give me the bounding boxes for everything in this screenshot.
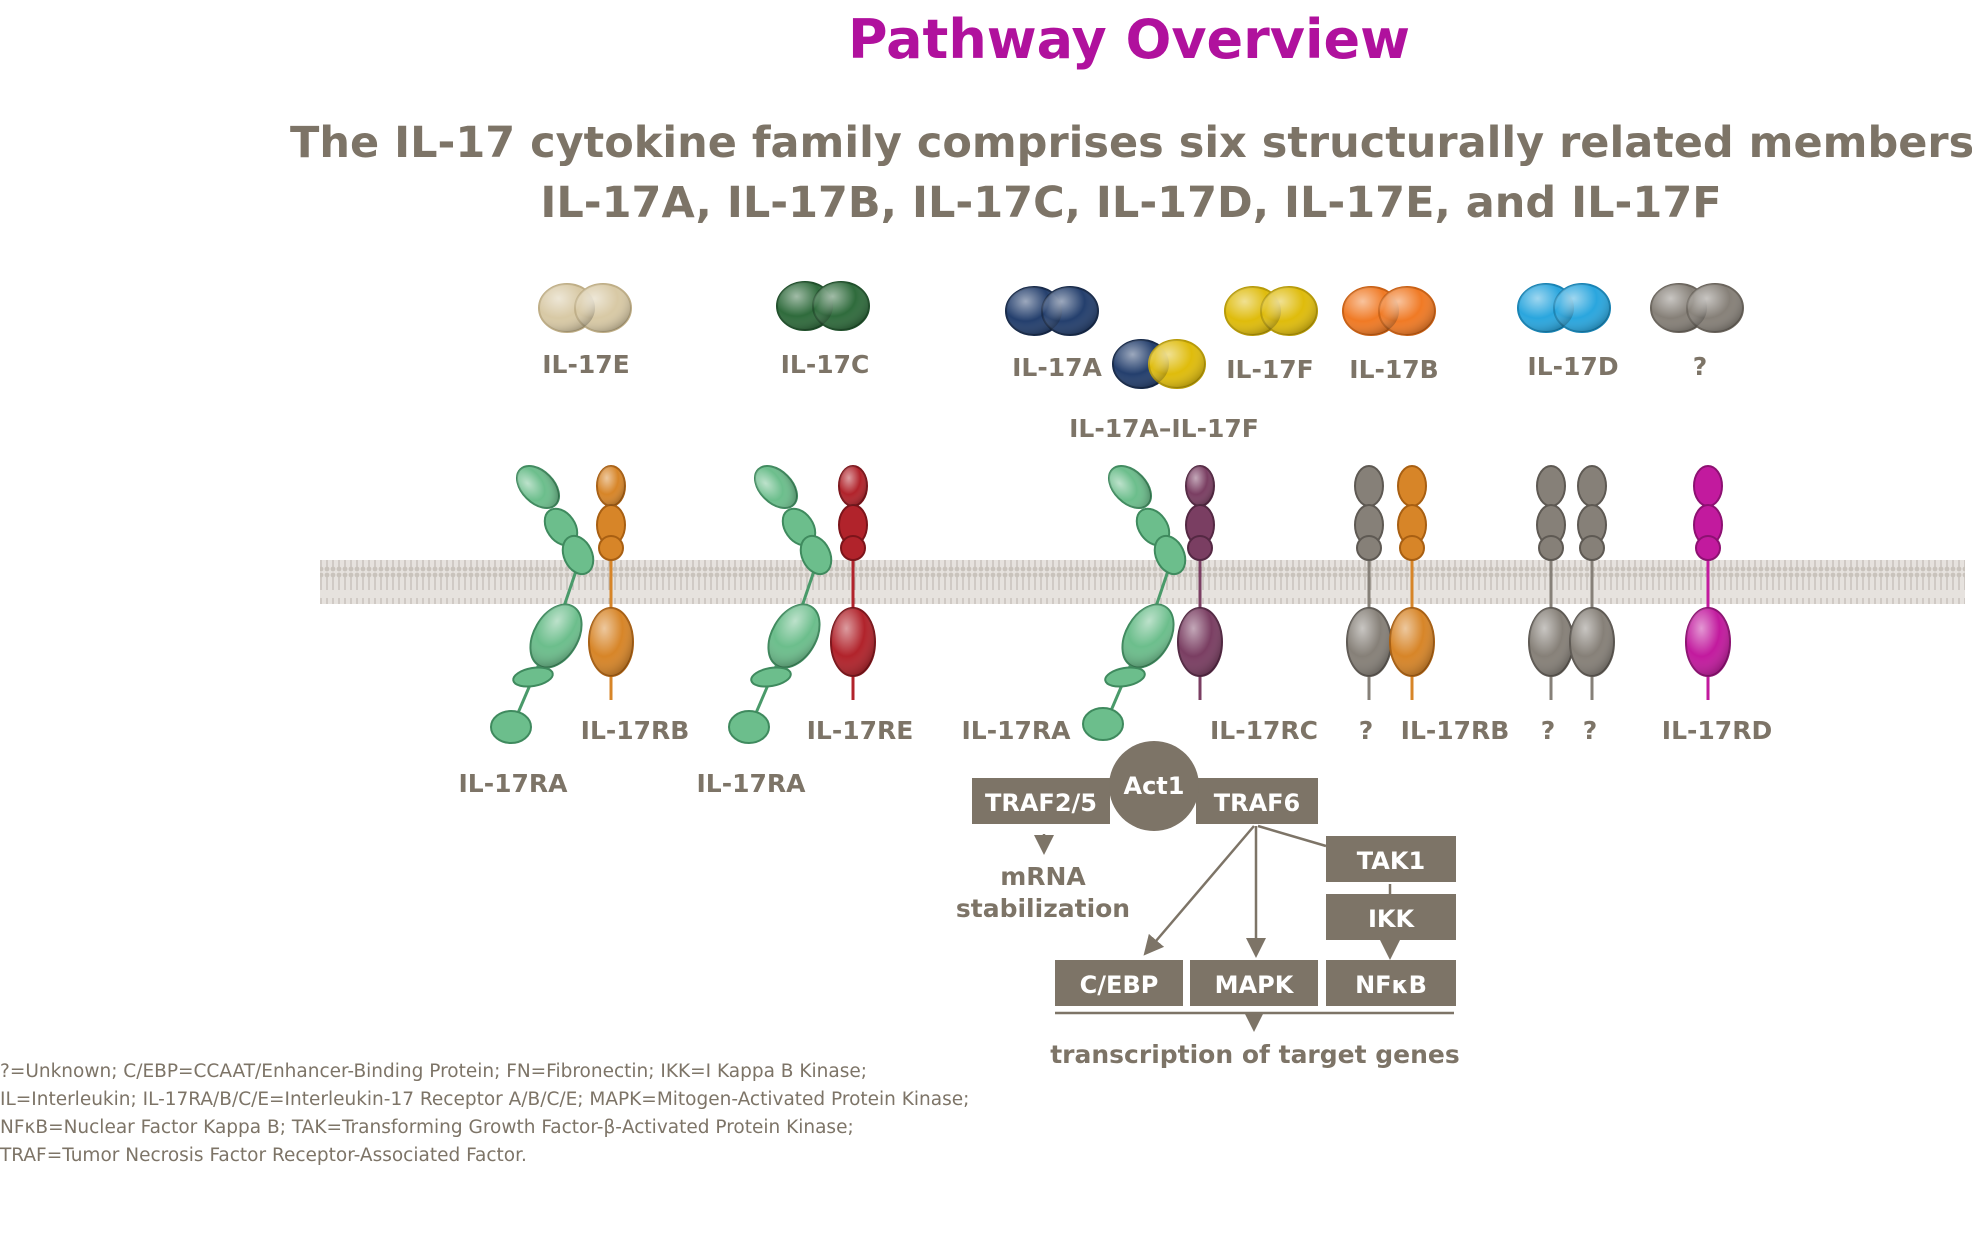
ligand-label: IL-17A–IL-17F	[1069, 414, 1259, 443]
ligand-il17c	[776, 281, 870, 331]
receptor-label: IL-17RA	[697, 769, 807, 798]
receptor-label: ?	[1583, 716, 1598, 745]
receptor-label: IL-17RC	[1210, 716, 1318, 745]
subtitle-line-1: The IL-17 cytokine family comprises six …	[290, 118, 1972, 168]
receptor-label: ?	[1359, 716, 1374, 745]
page-title: Pathway Overview	[847, 8, 1411, 71]
traf6-label: TRAF6	[1214, 789, 1301, 817]
receptor-label: IL-17RA	[459, 769, 569, 798]
footnote-line: IL=Interleukin; IL-17RA/B/C/E=Interleuki…	[0, 1089, 970, 1110]
cebp-label: C/EBP	[1080, 971, 1159, 999]
ligand-il17a	[1005, 286, 1099, 336]
receptor-il17re	[830, 465, 876, 700]
nfkb-label: NFκB	[1355, 971, 1427, 999]
tak1-box	[1326, 836, 1456, 882]
ligand-label: IL-17C	[781, 350, 870, 379]
ligand-il17e	[538, 283, 632, 333]
ligand-label: IL-17F	[1226, 355, 1313, 384]
footnote-line: NFκB=Nuclear Factor Kappa B; TAK=Transfo…	[0, 1117, 854, 1138]
receptor-label: IL-17RB	[1401, 716, 1510, 745]
footnote-line: ?=Unknown; C/EBP=CCAAT/Enhancer-Binding …	[0, 1061, 867, 1082]
receptor-il17rc	[1177, 465, 1223, 700]
receptor-il17ra	[1082, 465, 1187, 741]
receptor-label: ?	[1541, 716, 1556, 745]
signaling-cascade: TRAF2/5 TRAF6 Act1 mRNA stabilization TA…	[956, 741, 1460, 1069]
cell-membrane	[320, 560, 1965, 604]
receptor-il17rb	[1389, 465, 1435, 700]
footnote-line: TRAF=Tumor Necrosis Factor Receptor-Asso…	[0, 1145, 527, 1166]
transcription-label: transcription of target genes	[1050, 1040, 1460, 1069]
receptor-unknown	[1346, 465, 1392, 700]
ligand-label: ?	[1693, 352, 1708, 381]
receptor-il17ra	[728, 465, 833, 744]
ligand-label: IL-17E	[542, 350, 629, 379]
mapk-box	[1190, 960, 1318, 1006]
ligand-label: IL-17D	[1527, 352, 1618, 381]
mrna-label-line-2: stabilization	[956, 894, 1130, 923]
subtitle-line-2: IL-17A, IL-17B, IL-17C, IL-17D, IL-17E, …	[540, 178, 1722, 228]
receptor-label: IL-17RE	[807, 716, 914, 745]
receptor-il17ra	[490, 465, 595, 744]
ligand-label: IL-17B	[1349, 355, 1438, 384]
act1-label: Act1	[1124, 772, 1185, 800]
traf25-box	[972, 778, 1110, 824]
mrna-label-line-1: mRNA	[1000, 862, 1086, 891]
ligand-il17f	[1224, 286, 1318, 336]
traf6-box	[1196, 778, 1318, 824]
act1-node	[1109, 741, 1199, 831]
footnotes: ?=Unknown; C/EBP=CCAAT/Enhancer-Binding …	[0, 1058, 969, 1170]
receptor-label: IL-17RB	[581, 716, 690, 745]
ligand-il17a-il17f	[1112, 339, 1206, 389]
ligand-il17b	[1342, 286, 1436, 336]
tak1-label: TAK1	[1357, 847, 1425, 875]
ikk-box	[1326, 894, 1456, 940]
receptor-unknown	[1569, 465, 1615, 700]
nfkb-box	[1326, 960, 1456, 1006]
receptor-unknown	[1528, 465, 1574, 700]
receptor-il17rd	[1685, 465, 1731, 700]
mapk-label: MAPK	[1215, 971, 1295, 999]
ligand-unknown	[1650, 283, 1744, 333]
receptor-label: IL-17RD	[1662, 716, 1772, 745]
ikk-label: IKK	[1368, 905, 1416, 933]
traf25-label: TRAF2/5	[985, 789, 1097, 817]
receptor-il17rb	[588, 465, 634, 700]
cebp-box	[1055, 960, 1183, 1006]
receptor-label: IL-17RA	[962, 716, 1072, 745]
ligand-il17d	[1517, 283, 1611, 333]
ligand-label: IL-17A	[1012, 353, 1102, 382]
